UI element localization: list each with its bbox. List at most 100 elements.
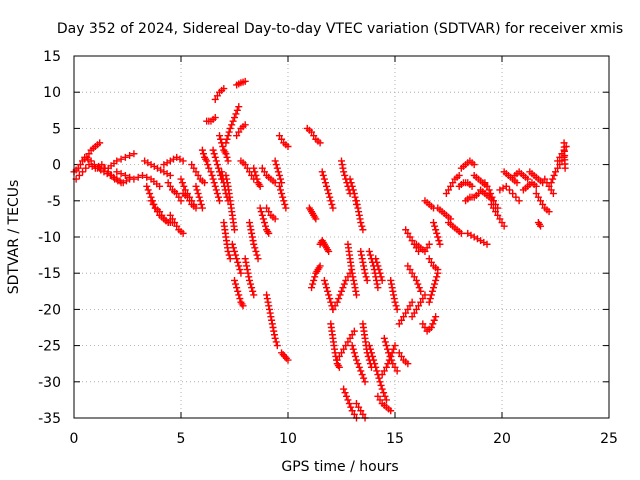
data-point [474, 190, 482, 198]
data-point [431, 222, 439, 230]
data-point [372, 255, 380, 263]
data-point [82, 164, 90, 172]
data-point [210, 150, 218, 158]
data-point [278, 135, 286, 143]
data-point [432, 313, 440, 321]
data-point [373, 367, 381, 375]
series-arc80 [445, 219, 465, 237]
data-point [556, 153, 564, 161]
data-point [262, 222, 270, 230]
data-point [268, 320, 276, 328]
data-point [209, 175, 217, 183]
data-point [250, 240, 258, 248]
data-point [173, 190, 181, 198]
data-point [274, 168, 282, 176]
data-point [216, 132, 224, 140]
data-point [358, 222, 366, 230]
data-point [534, 193, 542, 201]
x-tick-label: 25 [600, 431, 618, 447]
data-point [323, 284, 331, 292]
data-point [325, 247, 333, 255]
data-point [423, 244, 431, 252]
data-point [397, 352, 405, 360]
series-arc42 [303, 124, 324, 147]
data-point [265, 229, 273, 237]
series-arc72 [412, 240, 433, 255]
data-point [380, 334, 388, 342]
data-point [316, 139, 324, 147]
data-point [275, 171, 283, 179]
data-point [389, 360, 397, 368]
data-point [355, 363, 363, 371]
data-point [550, 171, 558, 179]
series-arc04 [96, 150, 138, 172]
data-point [374, 262, 382, 270]
data-point [358, 255, 366, 263]
data-point [352, 400, 360, 408]
data-point [179, 229, 187, 237]
data-point [325, 291, 333, 299]
data-point [126, 152, 134, 160]
data-point [341, 171, 349, 179]
data-point [427, 258, 435, 266]
series-arc47 [320, 276, 337, 313]
data-point [351, 284, 359, 292]
data-point [404, 305, 412, 313]
data-point [235, 103, 243, 111]
data-point [121, 171, 129, 179]
chart-title: Day 352 of 2024, Sidereal Day-to-day VTE… [57, 21, 623, 37]
data-point [406, 302, 414, 310]
data-point [228, 121, 236, 129]
data-point [247, 226, 255, 234]
data-point [281, 200, 289, 208]
data-point [144, 186, 152, 194]
series-arc90 [500, 168, 521, 187]
data-point [372, 363, 380, 371]
series-arc67 [395, 349, 412, 368]
data-point [312, 215, 320, 223]
series-arc03 [81, 153, 134, 187]
series-arc10 [164, 179, 185, 205]
data-point [433, 229, 441, 237]
data-point [369, 352, 377, 360]
data-point [344, 396, 352, 404]
series-arc41 [278, 349, 292, 364]
data-point [359, 226, 367, 234]
series-arc87 [481, 179, 502, 212]
series-arc17 [203, 114, 219, 125]
data-point [143, 173, 151, 181]
data-point [177, 197, 185, 205]
data-point [384, 345, 392, 353]
data-point [341, 389, 349, 397]
data-point [229, 117, 237, 125]
data-point [340, 385, 348, 393]
data-point [496, 215, 504, 223]
data-point [408, 269, 416, 277]
data-point [130, 175, 138, 183]
data-point [284, 356, 292, 364]
data-point [252, 247, 260, 255]
data-point [214, 193, 222, 201]
data-point [561, 164, 569, 172]
data-point [207, 168, 215, 176]
data-point [442, 190, 450, 198]
data-point [487, 200, 495, 208]
data-point [214, 164, 222, 172]
data-point [211, 182, 219, 190]
data-point [351, 352, 359, 360]
data-point [355, 211, 363, 219]
data-point [342, 276, 350, 284]
series-arc73 [419, 313, 440, 335]
data-point [179, 157, 187, 165]
data-point [246, 222, 254, 230]
data-point [447, 182, 455, 190]
data-point [338, 157, 345, 165]
data-point [263, 291, 271, 299]
data-point [79, 168, 87, 176]
data-point [258, 164, 266, 172]
data-point [390, 291, 398, 299]
data-point [175, 193, 183, 201]
data-point [367, 349, 375, 357]
data-point [278, 179, 286, 187]
data-point [212, 157, 220, 165]
